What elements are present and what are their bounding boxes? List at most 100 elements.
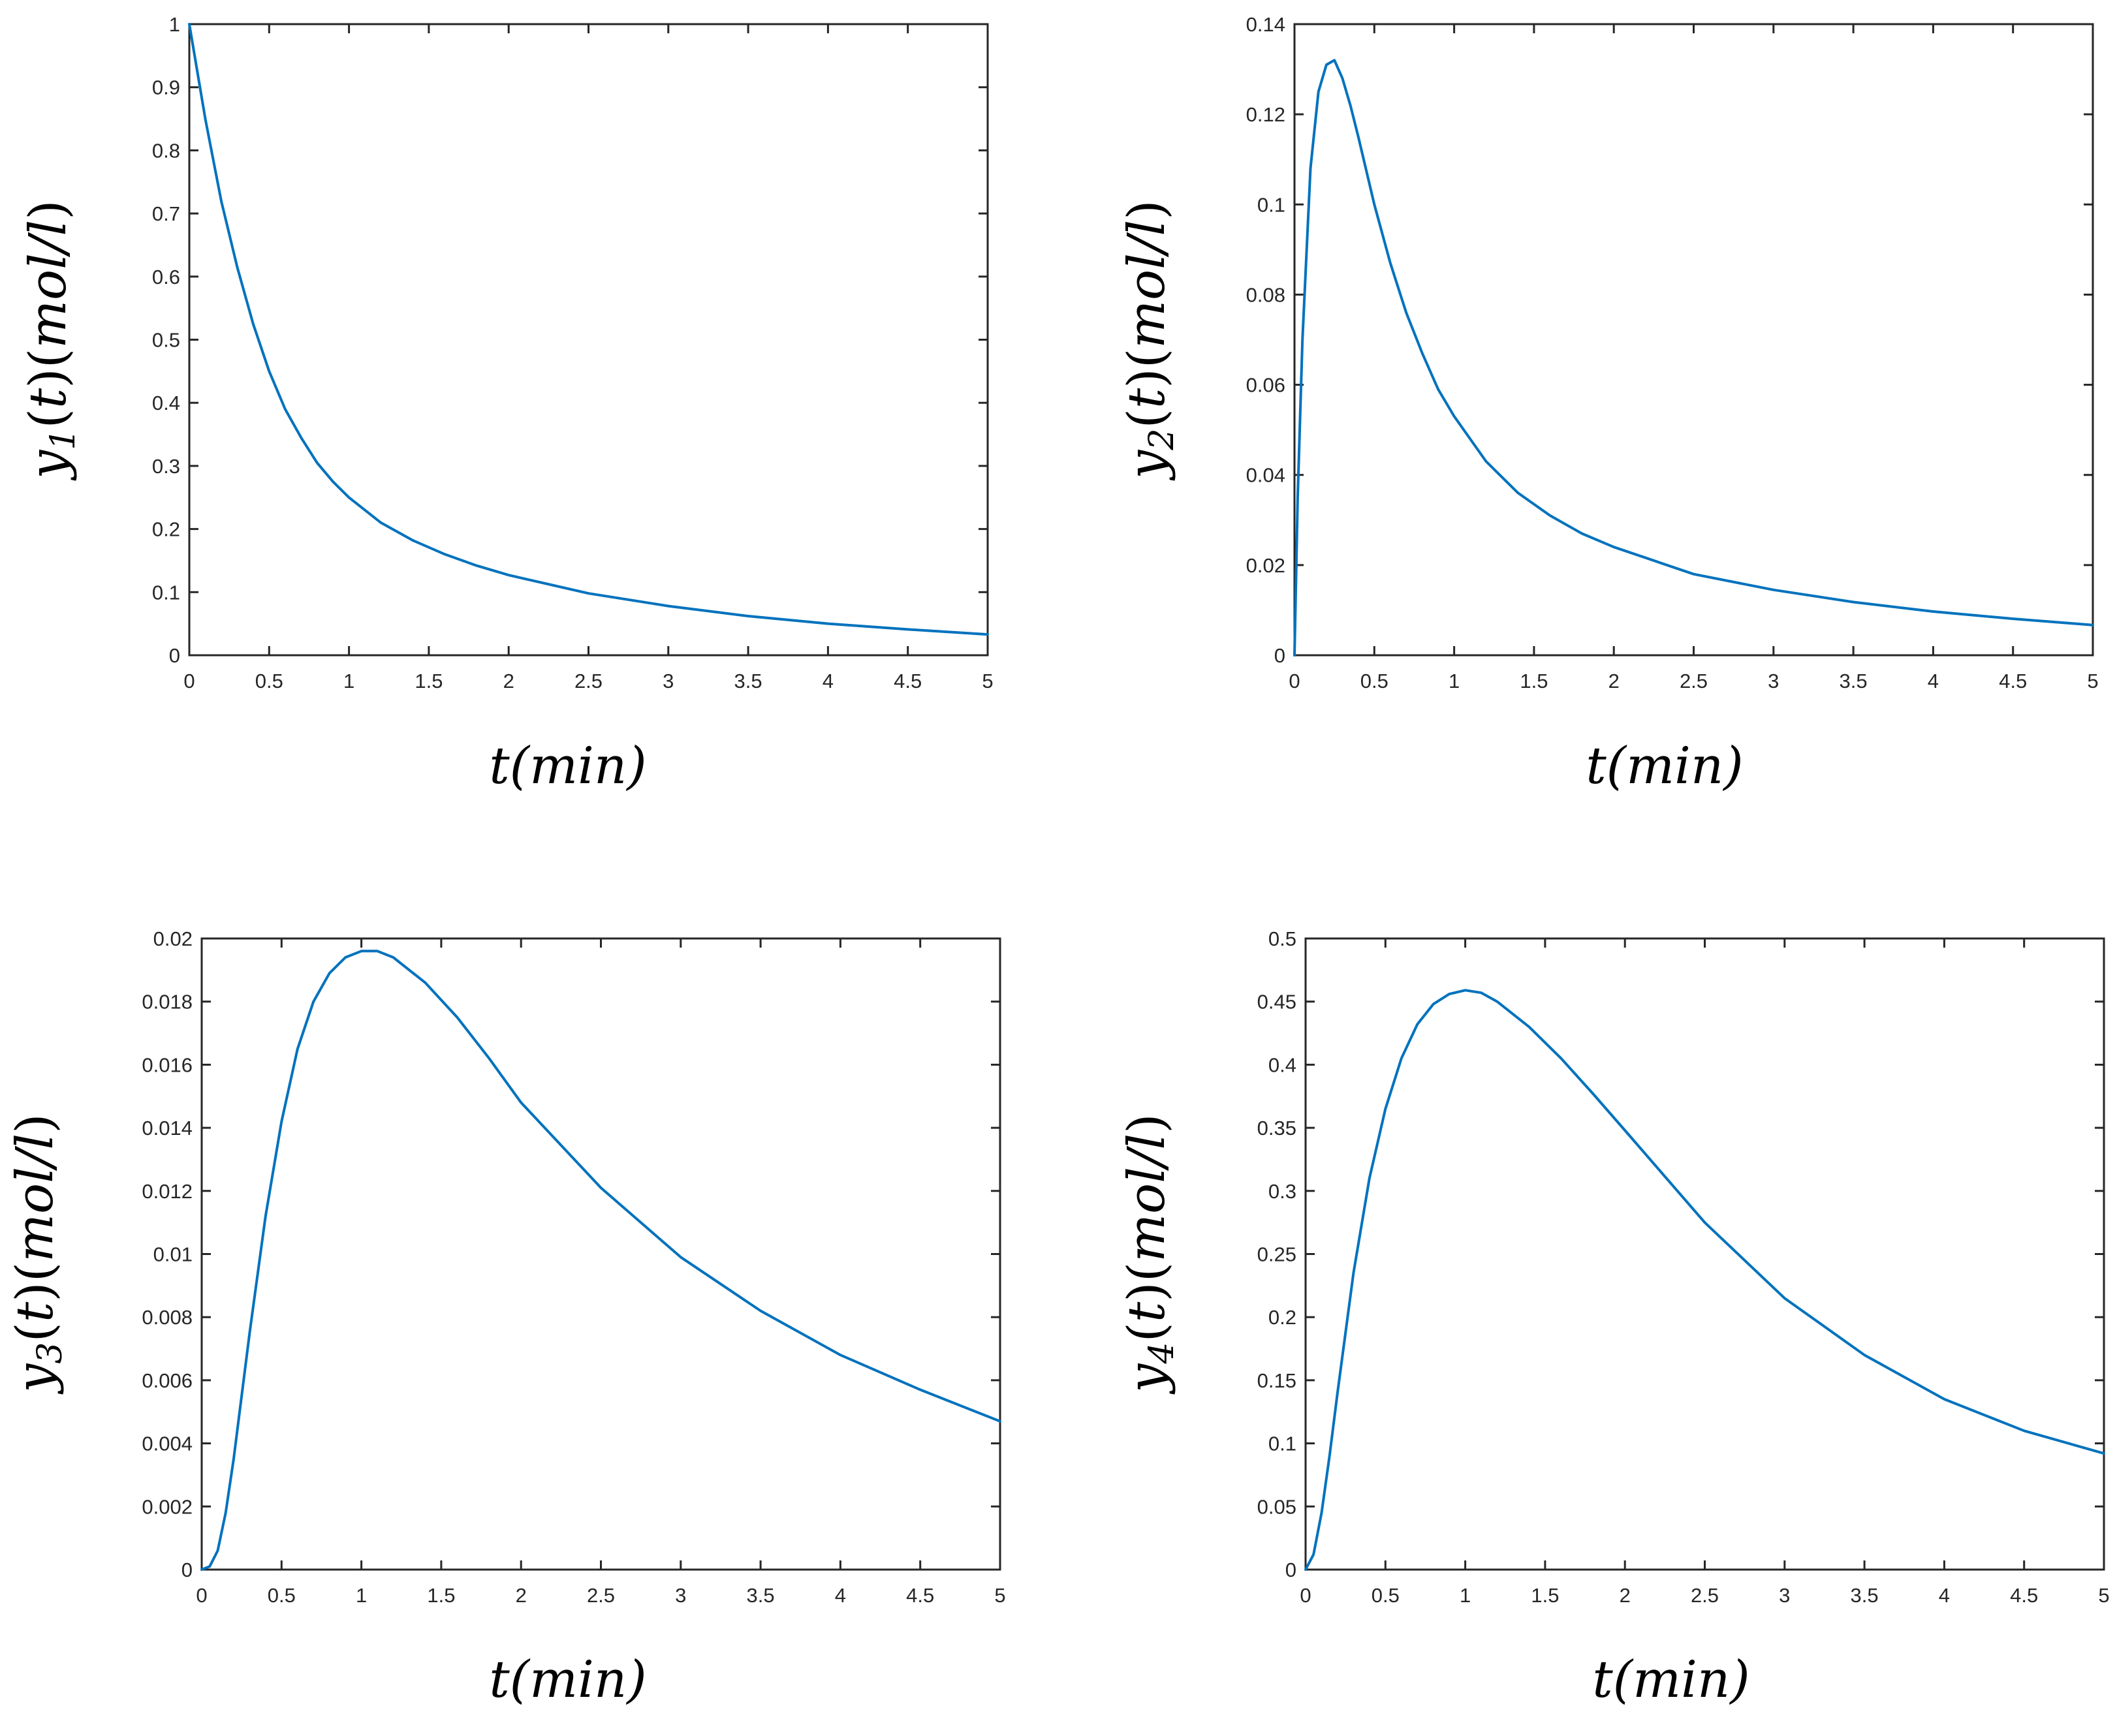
y-tick-label: 0.4 (152, 392, 180, 414)
y-tick-label: 0 (169, 644, 180, 667)
series-line-y4 (1304, 989, 2105, 1571)
x-tick-label: 3 (675, 1584, 686, 1607)
y-axis-title-var: y (19, 450, 78, 481)
x-tick-label: 1 (1449, 670, 1460, 692)
y-tick-label: 0 (1274, 644, 1285, 667)
x-tick-label: 2 (503, 670, 514, 692)
x-tick-label: 5 (994, 1584, 1005, 1607)
y-tick-label: 0.014 (142, 1117, 193, 1139)
y-axis-title-unit: mol/l (1118, 220, 1176, 349)
y-axis-title-var: y (1118, 450, 1176, 481)
y-tick-label: 0 (1285, 1558, 1296, 1581)
x-tick-label: 0 (183, 670, 195, 692)
y-axis-title-arg: t (1118, 1301, 1176, 1322)
y-tick-label: 1 (169, 13, 180, 36)
y-axis-title-paren: ( (6, 1322, 65, 1342)
y-tick-label: 0.004 (142, 1433, 193, 1455)
x-tick-label: 4 (1928, 670, 1939, 692)
y-axis-title: y1(t)(mol/l) (19, 200, 83, 480)
x-tick-label: 3 (1768, 670, 1779, 692)
y-tick-label: 0.05 (1257, 1495, 1296, 1518)
y-tick-label: 0.002 (142, 1495, 193, 1518)
x-tick-label: 1 (356, 1584, 367, 1607)
y-axis-title-paren: ) (1118, 200, 1176, 219)
x-tick-label: 0 (1300, 1584, 1311, 1607)
y-axis-title: y4(t)(mol/l) (1118, 1113, 1182, 1394)
y-tick-label: 0.25 (1257, 1243, 1296, 1266)
y-tick-label: 0.12 (1246, 103, 1285, 126)
y-tick-label: 0.02 (1246, 554, 1285, 577)
x-tick-label: 0.5 (1360, 670, 1388, 692)
x-axis-title: t(min) (1586, 737, 1743, 796)
x-tick-label: 5 (2098, 1584, 2109, 1607)
x-tick-label: 1 (343, 670, 354, 692)
y-axis-title-unit: mol/l (1118, 1134, 1176, 1262)
x-tick-label: 4 (823, 670, 834, 692)
y-axis-title-sub: 2 (1142, 429, 1182, 451)
y-axis-title-var: y (1118, 1363, 1176, 1395)
y-tick-label: 0 (181, 1558, 193, 1581)
x-tick-label: 2.5 (1691, 1584, 1719, 1607)
y-axis-title-paren: ( (1118, 409, 1176, 428)
y-axis-title-unit: mol/l (19, 220, 78, 349)
x-tick-label: 1.5 (1520, 670, 1548, 692)
x-tick-label: 4.5 (1999, 670, 2027, 692)
y-tick-label: 0.1 (152, 581, 180, 604)
x-tick-label: 0.5 (255, 670, 283, 692)
y-axis-title-arg: t (19, 388, 78, 409)
x-tick-label: 4.5 (906, 1584, 934, 1607)
chart-panel-top-left: 0 0.5 1 1.5 2 2.5 3 3.5 4 4.5 5 0 0.1 0.2 0.3 0.4 0.5 0.6… (19, 13, 994, 796)
y-tick-label: 0.9 (152, 76, 180, 99)
y-axis-title-arg: t (1118, 388, 1176, 409)
x-tick-label: 2.5 (574, 670, 603, 692)
y-tick-label: 0.016 (142, 1053, 193, 1076)
y-tick-label: 0.6 (152, 266, 180, 288)
x-tick-label: 3.5 (1851, 1584, 1879, 1607)
x-tick-label: 1 (1460, 1584, 1471, 1607)
y-axis-title-paren: ( (19, 409, 78, 428)
x-tick-label: 2 (1608, 670, 1620, 692)
x-tick-label: 0 (196, 1584, 207, 1607)
y-tick-label: 0.008 (142, 1306, 193, 1329)
y-tick-label: 0.012 (142, 1180, 193, 1203)
y-tick-label: 0.35 (1257, 1117, 1296, 1139)
x-axis-title: t(min) (489, 737, 646, 796)
y-tick-label: 0.3 (1268, 1180, 1296, 1203)
x-tick-label: 5 (2087, 670, 2098, 692)
y-axis-title-sub: 4 (1142, 1342, 1182, 1365)
y-axis-title-paren: ) (1118, 1113, 1176, 1133)
y-axis-title-paren: ( (1118, 1322, 1176, 1342)
y-tick-label: 0.1 (1268, 1433, 1296, 1455)
y-tick-label: 0.1 (1257, 193, 1285, 216)
plot-frame (188, 23, 989, 657)
series-line-y2 (1293, 59, 2094, 657)
y-axis-title-paren: ) (19, 200, 78, 219)
y-tick-label: 0.45 (1257, 991, 1296, 1014)
y-tick-label: 0.06 (1246, 374, 1285, 397)
x-tick-label: 3 (1779, 1584, 1790, 1607)
chart-panel-bottom-right: 0 0.5 1 1.5 2 2.5 3 3.5 4 4.5 5 0 0.05 0.1 0.15 0.2 0.25… (1118, 927, 2110, 1709)
x-tick-label: 4.5 (2010, 1584, 2038, 1607)
y-tick-label: 0.5 (152, 329, 180, 352)
x-tick-label: 1.5 (1531, 1584, 1559, 1607)
y-tick-label: 0.006 (142, 1369, 193, 1392)
x-tick-label: 2 (516, 1584, 527, 1607)
chart-panel-bottom-left: 0 0.5 1 1.5 2 2.5 3 3.5 4 4.5 5 0 0.002 0.004 0.006 0.0… (6, 927, 1006, 1709)
y-axis-title: y3(t)(mol/l) (6, 1113, 70, 1394)
plot-frame (1304, 937, 2105, 1571)
y-tick-label: 0.08 (1246, 283, 1285, 306)
x-tick-label: 3.5 (747, 1584, 775, 1607)
x-tick-label: 3.5 (1840, 670, 1868, 692)
y-axis-title-sub: 1 (44, 429, 83, 450)
x-tick-label: 2.5 (587, 1584, 615, 1607)
x-tick-label: 0.5 (1372, 1584, 1400, 1607)
x-tick-label: 2 (1620, 1584, 1631, 1607)
x-tick-label: 3.5 (734, 670, 762, 692)
y-axis-title-paren: )( (6, 1262, 65, 1302)
y-tick-label: 0.018 (142, 991, 193, 1014)
y-axis-title-unit: mol/l (6, 1134, 65, 1262)
y-axis-title-paren: )( (19, 349, 78, 388)
x-tick-label: 0.5 (268, 1584, 296, 1607)
x-tick-label: 4 (1939, 1584, 1950, 1607)
